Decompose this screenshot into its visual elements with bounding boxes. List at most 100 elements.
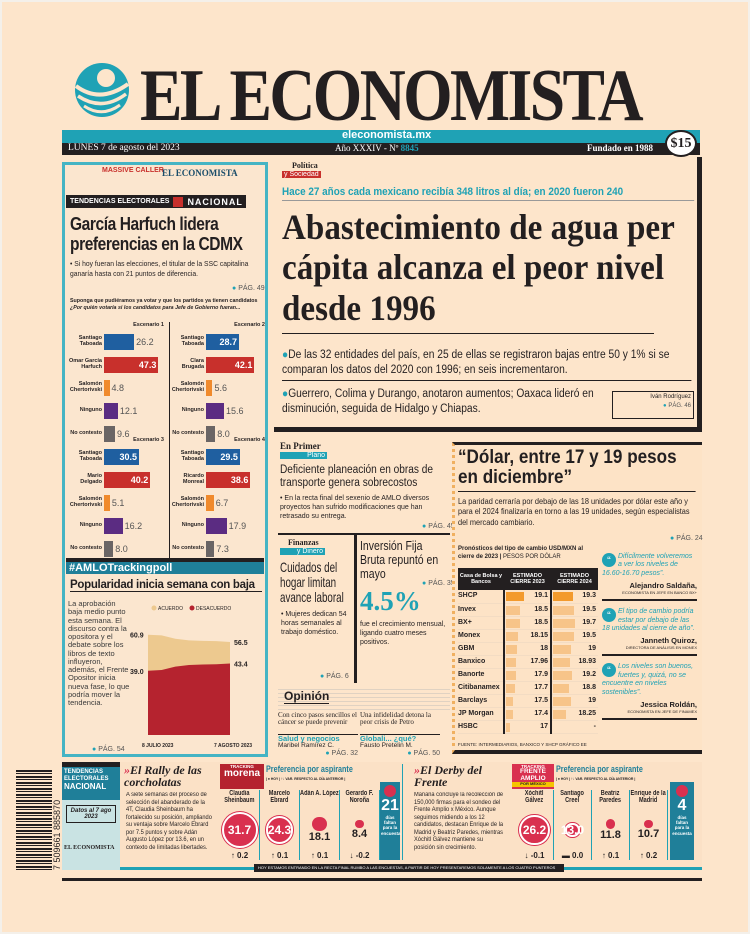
fx-cell: 18.5 [503,616,551,630]
poll-question: ¿Por quién votaría si los candidatos par… [70,305,241,312]
bar: 47.3 [104,356,159,373]
opinion-author: Fausto Pretelin M. [360,741,413,749]
primer-bullet: • En la recta final del sexenio de AMLO … [280,495,430,521]
fx-bank: GBM [458,642,504,656]
candidate-variation: ↑ 0.1 [270,851,289,860]
quote-icon: “ [602,553,616,567]
quote-role: ECONOMISTA EN JEFE EN BANCO BX+ [622,590,697,596]
quote-role: DIRECTORA DE ANÁLISIS EN MONEX [625,645,697,651]
fx-cell: 18.5 [503,603,551,617]
fx-value: 18.8 [582,683,596,691]
masthead-title: EL ECONOMISTA [140,55,644,137]
legend-desacuerdo: DESACUERDO [196,606,231,612]
candidate-value: 10.7 [637,828,660,841]
candidate-variation: ↑ 0.1 [310,851,329,860]
main-bullet-1: De las 32 entidades del país, en 25 de e… [282,349,670,376]
scenario-bar-row: Clara Brugada 42.1 [170,354,265,375]
bar: 42.1 [206,356,255,373]
scenario-bar-row: Ninguno 17.9 [170,515,265,536]
fx-bar [553,657,571,667]
fx-cell: 19.2 [550,668,598,682]
bar-value: 16.2 [124,520,143,531]
bottom-brand: EL ECONOMISTA [64,845,115,851]
fx-value: 19 [588,644,596,652]
main-section-sub: y Sociedad [282,171,321,178]
bar [206,425,216,442]
quote: “Difícilmente volveremos a ver los nivel… [602,550,697,602]
candidate-variation: ↑ 0.1 [601,851,620,860]
scenario-bar-row: No contesto 8.0 [68,538,164,559]
opinion-item-title[interactable]: Una infidelidad detona la peor crisis de… [360,712,440,735]
dolar-text: La paridad cerraría por debajo de las 18… [458,497,690,527]
fx-value: 18.5 [534,618,548,626]
finanzas-bullet: • Mujeres dedican 54 horas semanales al … [281,611,347,637]
fx-value: 19.7 [582,618,596,626]
bar-label: Salomón Chertorivski [69,380,102,393]
rally-days-label: días faltan para la encuesta [381,814,401,836]
derby-title: »El Derby del Frente [414,763,482,789]
derby-tag-sub: POR MÉXICO [512,782,554,788]
candidate-variation: ↑ 0.2 [230,851,249,860]
candidate-name: Marcelo Ebrard [268,790,291,805]
candidate: Santiago Creel 13.0 ▬ 0.0 [554,790,592,860]
candidate-name: Enrique de la Madrid [630,790,667,805]
fx-value: 18 [540,644,548,652]
candidate-variation: ↓ -0.2 [349,851,370,860]
left-headline[interactable]: García Harfuch lidera preferencias en la… [70,213,243,255]
fx-cell: 19 [550,694,598,708]
massive-caller-logo: MASSIVE CALLER [102,167,164,174]
scenario-bar-row: Ninguno 12.1 [68,400,164,421]
inversion-page-ref: PÁG. 35 [422,580,454,587]
fx-table-row: Monex 18.15 19.5 [458,629,598,643]
tracking-title: Popularidad inicia semana con baja [70,579,262,592]
fx-bar [506,605,520,615]
fx-value: 18.25 [578,709,596,717]
scenario-chart: Escenario 4 Santiago Taboada 29.5 Ricardo M… [169,437,265,561]
issue-number: 8845 [400,143,419,153]
primer-section-sub: Plano [280,452,327,459]
opinion-item-title[interactable]: Con cinco pasos sencillos el cáncer se p… [278,712,358,735]
quote-name: Alejandro Saldaña, [629,581,697,591]
candidate-name: Claudia Sheinbaum [224,790,255,805]
calendar-icon [384,785,396,797]
ballot-box-icon [173,196,184,207]
candidate-circle: 13.0 [561,822,584,838]
candidate: Adán A. López 18.1 ↑ 0.1 [300,790,340,860]
fx-bank: BX+ [458,616,504,630]
fx-bar [553,709,566,719]
quote-icon: “ [602,663,616,678]
ticker: HOY ESTAMOS ENTRANDO EN LA RECTA FINAL R… [254,864,564,872]
finanzas-headline[interactable]: Cuidados del hogar limitan avance labora… [280,559,344,606]
candidate-circle [355,819,364,829]
bar-value: 4.8 [111,382,125,393]
fx-table-row: BX+ 18.5 19.7 [458,616,598,630]
section-label: TENDENCIAS ELECTORALES [70,198,170,205]
fx-value: 18.5 [534,605,548,613]
data-date: Datos al 7 ago 2023 [66,805,116,823]
fx-cell: 19.5 [550,603,598,617]
left-page-ref: PÁG. 49 [232,285,264,292]
bar [104,379,110,396]
rally-pref-title: Preferencia por aspirante [266,764,353,774]
fx-bar [506,644,517,654]
el-economista-logo-icon [74,63,130,117]
opinion-author: Maribel Ramírez C. [278,741,334,749]
website-link[interactable]: eleconomista.mx [342,129,432,141]
bar [104,540,114,557]
fx-bar [553,592,573,601]
inversion-headline[interactable]: Inversión Fija Bruta repuntó en mayo [360,539,439,581]
finanzas-section: Finanzas [288,538,319,547]
bar-label: No contesto [70,544,102,551]
derby-pref-title: Preferencia por aspirante [556,764,643,774]
fx-table-row: Barclays 17.5 19 [458,694,598,708]
fx-bank: Banorte [458,668,504,682]
bar [206,379,213,396]
dolar-headline[interactable]: “Dólar, entre 17 y 19 pesos en diciembre… [458,448,696,492]
inversion-text: fue el crecimiento mensual, ligando cuat… [360,621,446,647]
derby-tag-name: FRENTE AMPLIO [520,768,546,782]
quote-icon: “ [602,608,616,623]
primer-headline[interactable]: Deficiente planeación en obras de transp… [280,464,434,490]
bar-label: Santiago Taboada [180,334,204,347]
candidate: Claudia Sheinbaum 31.7 ↑ 0.2 [220,790,260,860]
main-headline[interactable]: Abastecimiento de agua per cápita alcanz… [282,207,675,328]
